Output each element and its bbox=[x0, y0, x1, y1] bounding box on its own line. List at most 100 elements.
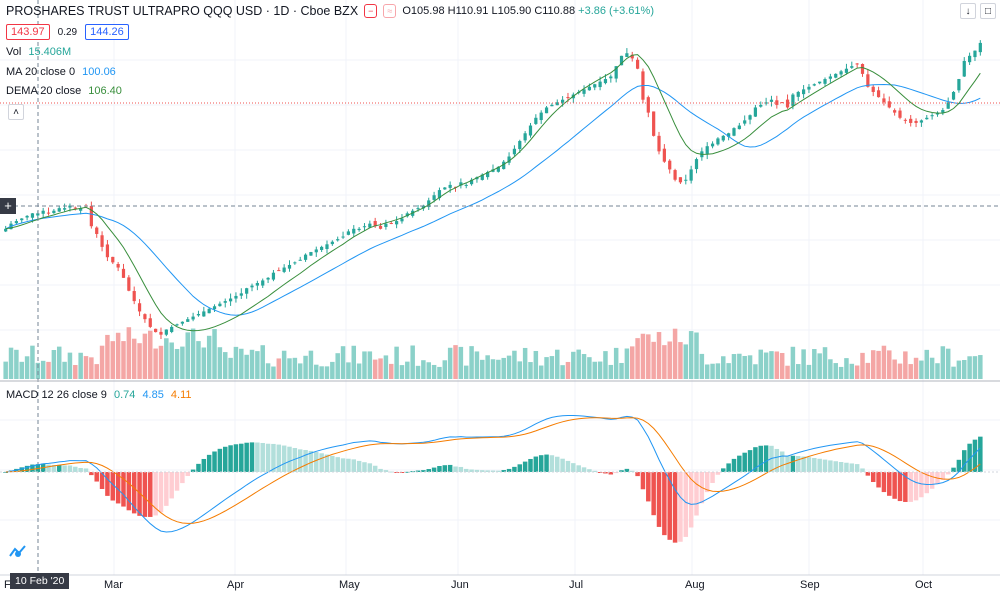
volume-bar bbox=[389, 363, 394, 379]
volume-bar bbox=[817, 353, 822, 379]
candle bbox=[341, 231, 345, 239]
histogram-bar bbox=[490, 470, 496, 472]
candle-body bbox=[496, 166, 500, 172]
histogram-bar bbox=[469, 469, 474, 472]
maximize-button[interactable]: □ bbox=[980, 3, 996, 19]
compare-badge[interactable]: ≈ bbox=[383, 4, 397, 18]
histogram-bar bbox=[56, 464, 62, 472]
candle-body bbox=[593, 84, 597, 88]
ask-price-box[interactable]: 144.26 bbox=[85, 24, 129, 40]
candle-body bbox=[378, 225, 383, 229]
symbol-title[interactable]: PROSHARES TRUST ULTRAPRO QQQ USD · 1D · … bbox=[6, 4, 359, 18]
dema-legend[interactable]: DEMA 20 close 106.40 bbox=[6, 85, 122, 97]
histogram-bar bbox=[822, 459, 828, 472]
candle-body bbox=[507, 156, 511, 163]
volume-legend[interactable]: Vol 15.406M bbox=[6, 46, 71, 58]
ma-label: MA 20 close 0 bbox=[6, 66, 76, 78]
ma-legend[interactable]: MA 20 close 0 100.06 bbox=[6, 66, 116, 78]
histogram-bar bbox=[522, 461, 528, 472]
candle bbox=[95, 226, 99, 238]
add-crosshair-button[interactable]: + bbox=[0, 198, 16, 214]
candle bbox=[866, 69, 870, 88]
volume-bar bbox=[913, 357, 919, 379]
candle bbox=[571, 92, 575, 103]
tradingview-logo-icon[interactable] bbox=[8, 544, 28, 558]
candle-body bbox=[743, 120, 747, 124]
volume-bar bbox=[367, 351, 373, 379]
histogram-bar bbox=[367, 463, 373, 472]
histogram-bar bbox=[83, 468, 89, 472]
volume-bar bbox=[56, 346, 62, 379]
volume-bar bbox=[340, 346, 346, 379]
candle bbox=[544, 105, 549, 114]
candle-body bbox=[518, 141, 522, 149]
candle-body bbox=[4, 228, 8, 232]
candle bbox=[352, 225, 356, 237]
candle bbox=[196, 310, 201, 317]
candle bbox=[582, 85, 586, 97]
candle-body bbox=[914, 120, 918, 123]
volume-bar bbox=[14, 349, 19, 379]
volume-bar bbox=[715, 363, 721, 379]
candle-body bbox=[909, 118, 913, 123]
histogram-bar bbox=[672, 472, 678, 543]
candle bbox=[807, 84, 811, 94]
candle bbox=[105, 240, 110, 262]
histogram-bar bbox=[978, 436, 983, 472]
volume-bar bbox=[576, 349, 581, 379]
candle-body bbox=[646, 97, 650, 113]
candle-body bbox=[512, 148, 517, 155]
histogram-bar bbox=[844, 462, 849, 472]
candle bbox=[116, 261, 120, 272]
candle bbox=[384, 219, 388, 230]
candle bbox=[336, 236, 340, 242]
volume-bar bbox=[587, 357, 592, 379]
volume-bar bbox=[335, 353, 340, 379]
candle-body bbox=[62, 208, 67, 210]
volume-bar bbox=[860, 352, 865, 379]
histogram-bar bbox=[485, 470, 490, 472]
candle-body bbox=[239, 293, 243, 296]
histogram-bar bbox=[287, 446, 292, 472]
bid-price-box[interactable]: 143.97 bbox=[6, 24, 50, 40]
collapse-legend-button[interactable]: ˄ bbox=[8, 104, 24, 120]
candle bbox=[860, 63, 865, 77]
candle-body bbox=[968, 55, 972, 63]
histogram-bar bbox=[758, 445, 764, 472]
candle bbox=[978, 40, 982, 56]
candle-body bbox=[218, 303, 222, 307]
volume-bar bbox=[624, 348, 630, 379]
histogram-bar bbox=[517, 464, 523, 472]
arrow-down-button[interactable]: ↓ bbox=[960, 3, 976, 19]
candle-body bbox=[528, 125, 533, 136]
histogram-bar bbox=[646, 472, 651, 502]
candle-body bbox=[737, 125, 741, 130]
collapse-minus-badge[interactable]: − bbox=[364, 4, 378, 18]
open-value: O105.98 bbox=[402, 5, 445, 17]
candle-body bbox=[298, 259, 302, 261]
volume-bar bbox=[255, 351, 260, 379]
histogram-bar bbox=[24, 465, 30, 472]
macd-legend[interactable]: MACD 12 26 close 9 0.74 4.85 4.11 bbox=[6, 389, 192, 401]
candle-body bbox=[234, 295, 238, 299]
volume-bar bbox=[801, 349, 806, 379]
histogram-bar bbox=[833, 461, 838, 472]
histogram-bar bbox=[678, 472, 683, 542]
dema-value: 106.40 bbox=[88, 85, 122, 97]
histogram-bar bbox=[297, 449, 303, 472]
volume-bar bbox=[785, 365, 790, 379]
histogram-bar bbox=[115, 472, 121, 504]
volume-bar bbox=[662, 345, 667, 379]
candle-body bbox=[668, 160, 672, 170]
candle-body bbox=[68, 205, 72, 208]
volume-bar bbox=[212, 329, 217, 379]
change-value: +3.86 (+3.61%) bbox=[578, 5, 654, 17]
candle bbox=[871, 84, 875, 97]
candle-body bbox=[250, 285, 254, 288]
histogram-bar bbox=[972, 439, 978, 472]
candle bbox=[909, 115, 913, 127]
candle-body bbox=[951, 91, 956, 100]
volume-bar bbox=[908, 364, 913, 379]
histogram-bar bbox=[239, 443, 244, 472]
